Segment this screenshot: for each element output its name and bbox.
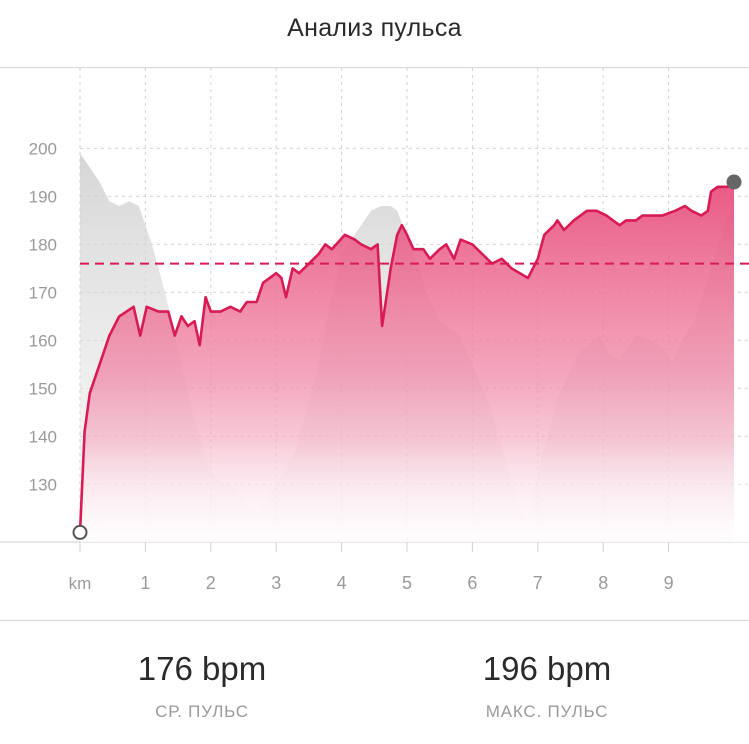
x-tick-label: 7: [533, 573, 543, 593]
x-tick-label: 2: [206, 573, 216, 593]
max-value: 196 bpm: [482, 650, 612, 687]
y-tick-label: 170: [29, 283, 57, 302]
x-tick-label: 3: [271, 573, 281, 593]
x-tick-label: 6: [467, 573, 477, 593]
start-point: [72, 524, 88, 540]
divider-top: [0, 67, 749, 68]
y-tick-label: 150: [29, 379, 57, 398]
heart-rate-line: [78, 180, 735, 533]
bottom-fade: [80, 440, 749, 542]
divider-bottom: [0, 620, 749, 621]
x-tick-label: 1: [140, 573, 150, 593]
y-tick-label: 130: [29, 475, 57, 494]
x-tick-label: 4: [337, 573, 347, 593]
avg-value: 176 bpm: [137, 650, 267, 687]
y-tick-label: 140: [29, 427, 57, 446]
y-axis: 130 140 150 160 170 180 190 200: [29, 139, 57, 494]
x-tick-label: 5: [402, 573, 412, 593]
y-tick-label: 200: [29, 139, 57, 158]
y-tick-label: 190: [29, 187, 57, 206]
max-stat: 196 bpm МАКС. ПУЛЬС: [397, 650, 697, 722]
x-unit-label: km: [69, 574, 92, 593]
y-tick-label: 160: [29, 331, 57, 350]
avg-stat: 176 bpm СР. ПУЛЬС: [52, 650, 352, 722]
y-tick-label: 180: [29, 235, 57, 254]
x-tick-label: 9: [664, 573, 674, 593]
page-title: Анализ пульса: [287, 14, 462, 42]
end-point: [726, 174, 742, 190]
avg-label: СР. ПУЛЬС: [155, 702, 249, 721]
x-axis: km 1 2 3 4 5 6 7 8 9: [69, 573, 674, 593]
heart-rate-chart: 130 140 150 160 170 180 190 200 km 1 2 3 4 5 6 7 8 9: [0, 68, 749, 593]
max-label: МАКС. ПУЛЬС: [485, 702, 609, 721]
x-tick-label: 8: [598, 573, 608, 593]
